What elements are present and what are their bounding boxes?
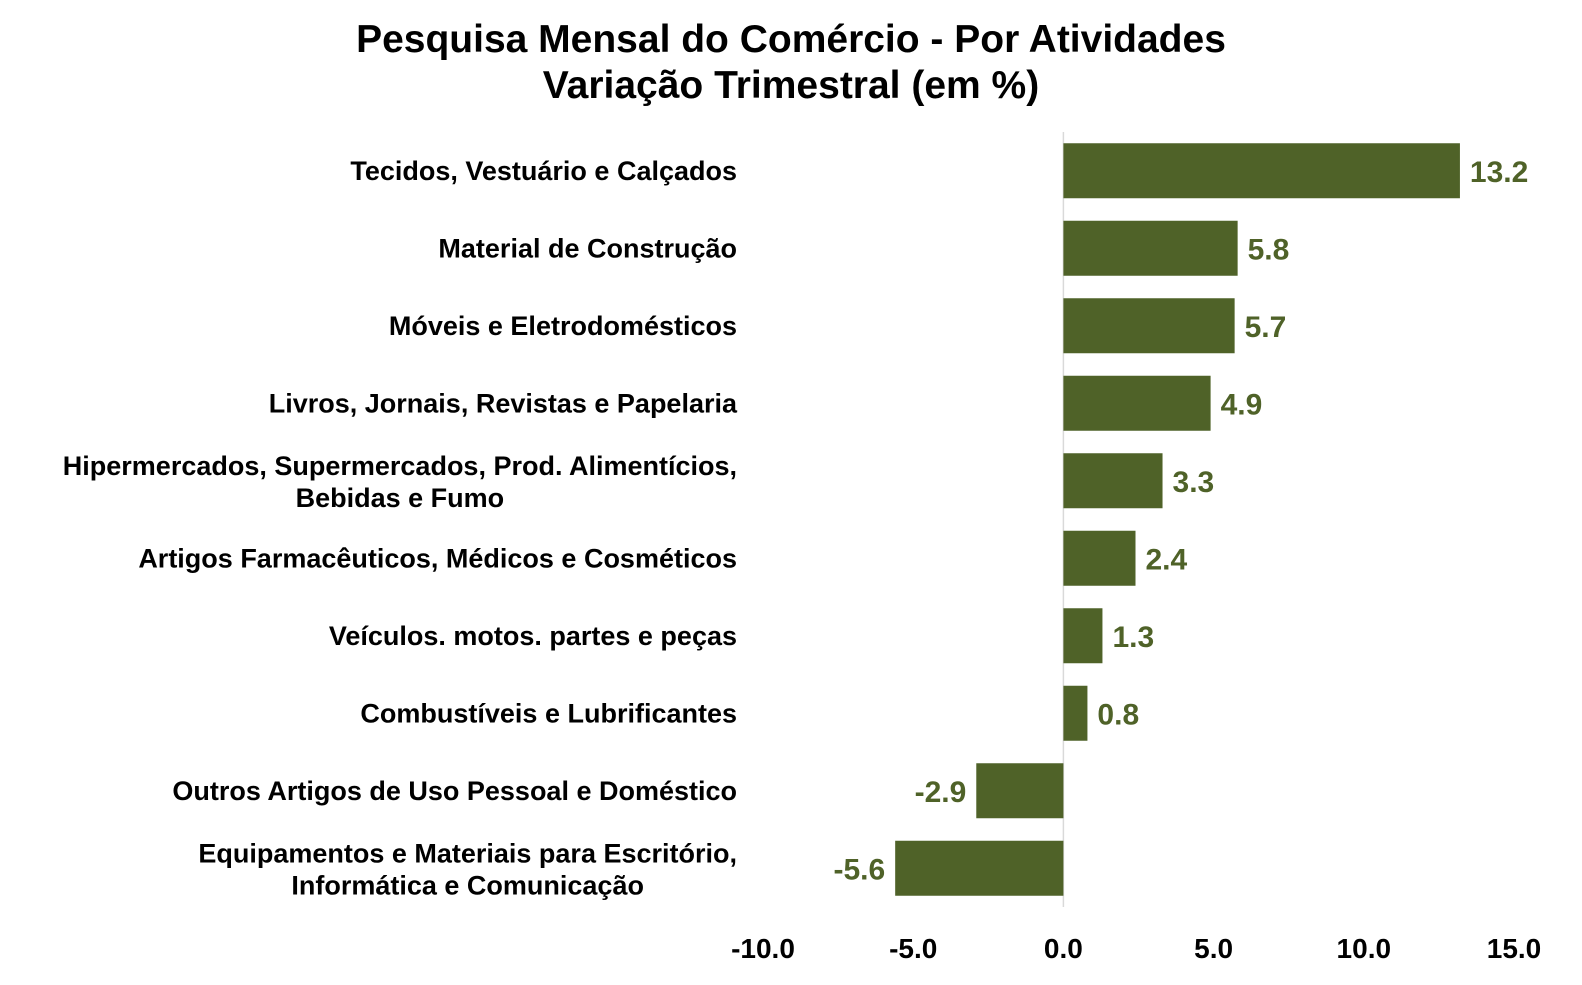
x-tick-label-2: 0.0: [1044, 933, 1083, 964]
x-tick-label-3: 5.0: [1194, 933, 1233, 964]
x-tick-label-5: 15.0: [1487, 933, 1542, 964]
bar-0: [1063, 143, 1460, 199]
value-label-9: -5.6: [833, 853, 885, 886]
chart-subtitle: Variação Trimestral (em %): [542, 64, 1040, 107]
x-tick-label-0: -10.0: [731, 933, 795, 964]
category-label-4-line-2: Bebidas e Fumo: [296, 483, 505, 513]
value-label-8: -2.9: [915, 776, 967, 809]
bar-5: [1063, 530, 1136, 586]
category-label-6: Veículos. motos. partes e peças: [329, 621, 737, 651]
value-label-7: 0.8: [1097, 698, 1139, 731]
value-label-5: 2.4: [1145, 543, 1187, 576]
x-tick-label-4: 10.0: [1337, 933, 1392, 964]
x-tick-label-1: -5.0: [889, 933, 937, 964]
bar-4: [1063, 453, 1163, 509]
bar-1: [1063, 220, 1238, 276]
chart-title: Pesquisa Mensal do Comércio - Por Ativid…: [356, 18, 1226, 61]
value-label-1: 5.8: [1248, 233, 1290, 266]
value-label-6: 1.3: [1112, 621, 1154, 654]
category-label-1: Material de Construção: [438, 233, 737, 263]
category-label-4: Hipermercados, Supermercados, Prod. Alim…: [63, 451, 737, 481]
category-label-9-line-2: Informática e Comunicação: [291, 870, 644, 900]
bar-3: [1063, 375, 1211, 431]
category-label-5: Artigos Farmacêuticos, Médicos e Cosméti…: [138, 543, 737, 573]
category-label-7: Combustíveis e Lubrificantes: [360, 698, 737, 728]
category-label-2: Móveis e Eletrodomésticos: [389, 311, 737, 341]
bar-8: [976, 763, 1064, 819]
category-label-0: Tecidos, Vestuário e Calçados: [350, 156, 737, 186]
category-label-9: Equipamentos e Materiais para Escritório…: [198, 838, 737, 868]
value-label-3: 4.9: [1221, 388, 1263, 421]
bar-2: [1063, 298, 1235, 354]
value-label-2: 5.7: [1245, 311, 1287, 344]
bar-7: [1063, 685, 1088, 741]
value-label-4: 3.3: [1173, 466, 1215, 499]
bar-6: [1063, 608, 1103, 664]
category-label-3: Livros, Jornais, Revistas e Papelaria: [269, 388, 738, 418]
category-label-8: Outros Artigos de Uso Pessoal e Doméstic…: [172, 776, 737, 806]
bar-9: [895, 840, 1064, 896]
value-label-0: 13.2: [1470, 156, 1528, 189]
